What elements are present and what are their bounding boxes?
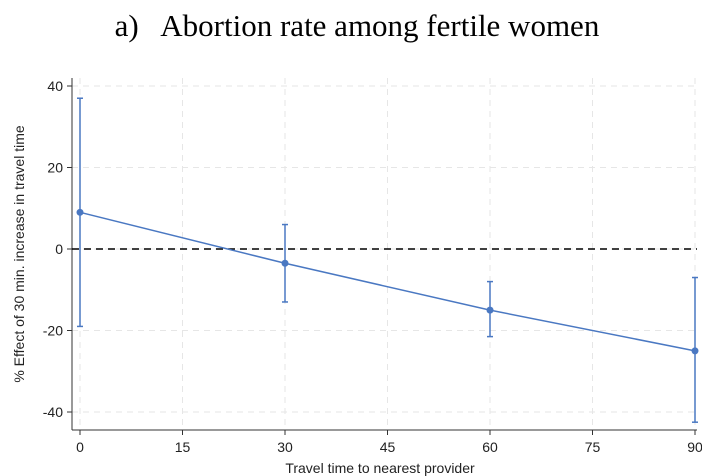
x-tick-label: 90 bbox=[687, 439, 702, 455]
y-tick-label: 0 bbox=[55, 241, 63, 257]
y-tick-label: 40 bbox=[47, 78, 63, 94]
plot-area: -40 -20 0 20 40 0 15 30 45 60 75 90 bbox=[43, 78, 702, 455]
y-tick-label: -40 bbox=[43, 404, 63, 420]
x-axis-ticks: 0 15 30 45 60 75 90 bbox=[76, 430, 702, 455]
series-line bbox=[79, 211, 696, 352]
y-axis-ticks: -40 -20 0 20 40 bbox=[43, 78, 72, 420]
data-point bbox=[281, 259, 289, 267]
series-group bbox=[76, 97, 699, 423]
plot-frame bbox=[72, 78, 697, 430]
x-tick-label: 75 bbox=[585, 439, 601, 455]
data-point bbox=[691, 347, 699, 355]
x-tick-label: 60 bbox=[482, 439, 498, 455]
x-axis-label: Travel time to nearest provider bbox=[285, 460, 475, 476]
x-tick-label: 30 bbox=[277, 439, 293, 455]
x-tick-label: 0 bbox=[76, 439, 84, 455]
x-tick-label: 15 bbox=[175, 439, 191, 455]
x-tick-label: 45 bbox=[380, 439, 396, 455]
chart-title: a) Abortion rate among fertile women bbox=[115, 8, 600, 43]
y-tick-label: -20 bbox=[43, 323, 63, 339]
y-tick-label: 20 bbox=[47, 160, 63, 176]
data-point bbox=[486, 306, 494, 314]
data-point bbox=[76, 208, 84, 216]
y-axis-label: % Effect of 30 min. increase in travel t… bbox=[11, 125, 27, 383]
